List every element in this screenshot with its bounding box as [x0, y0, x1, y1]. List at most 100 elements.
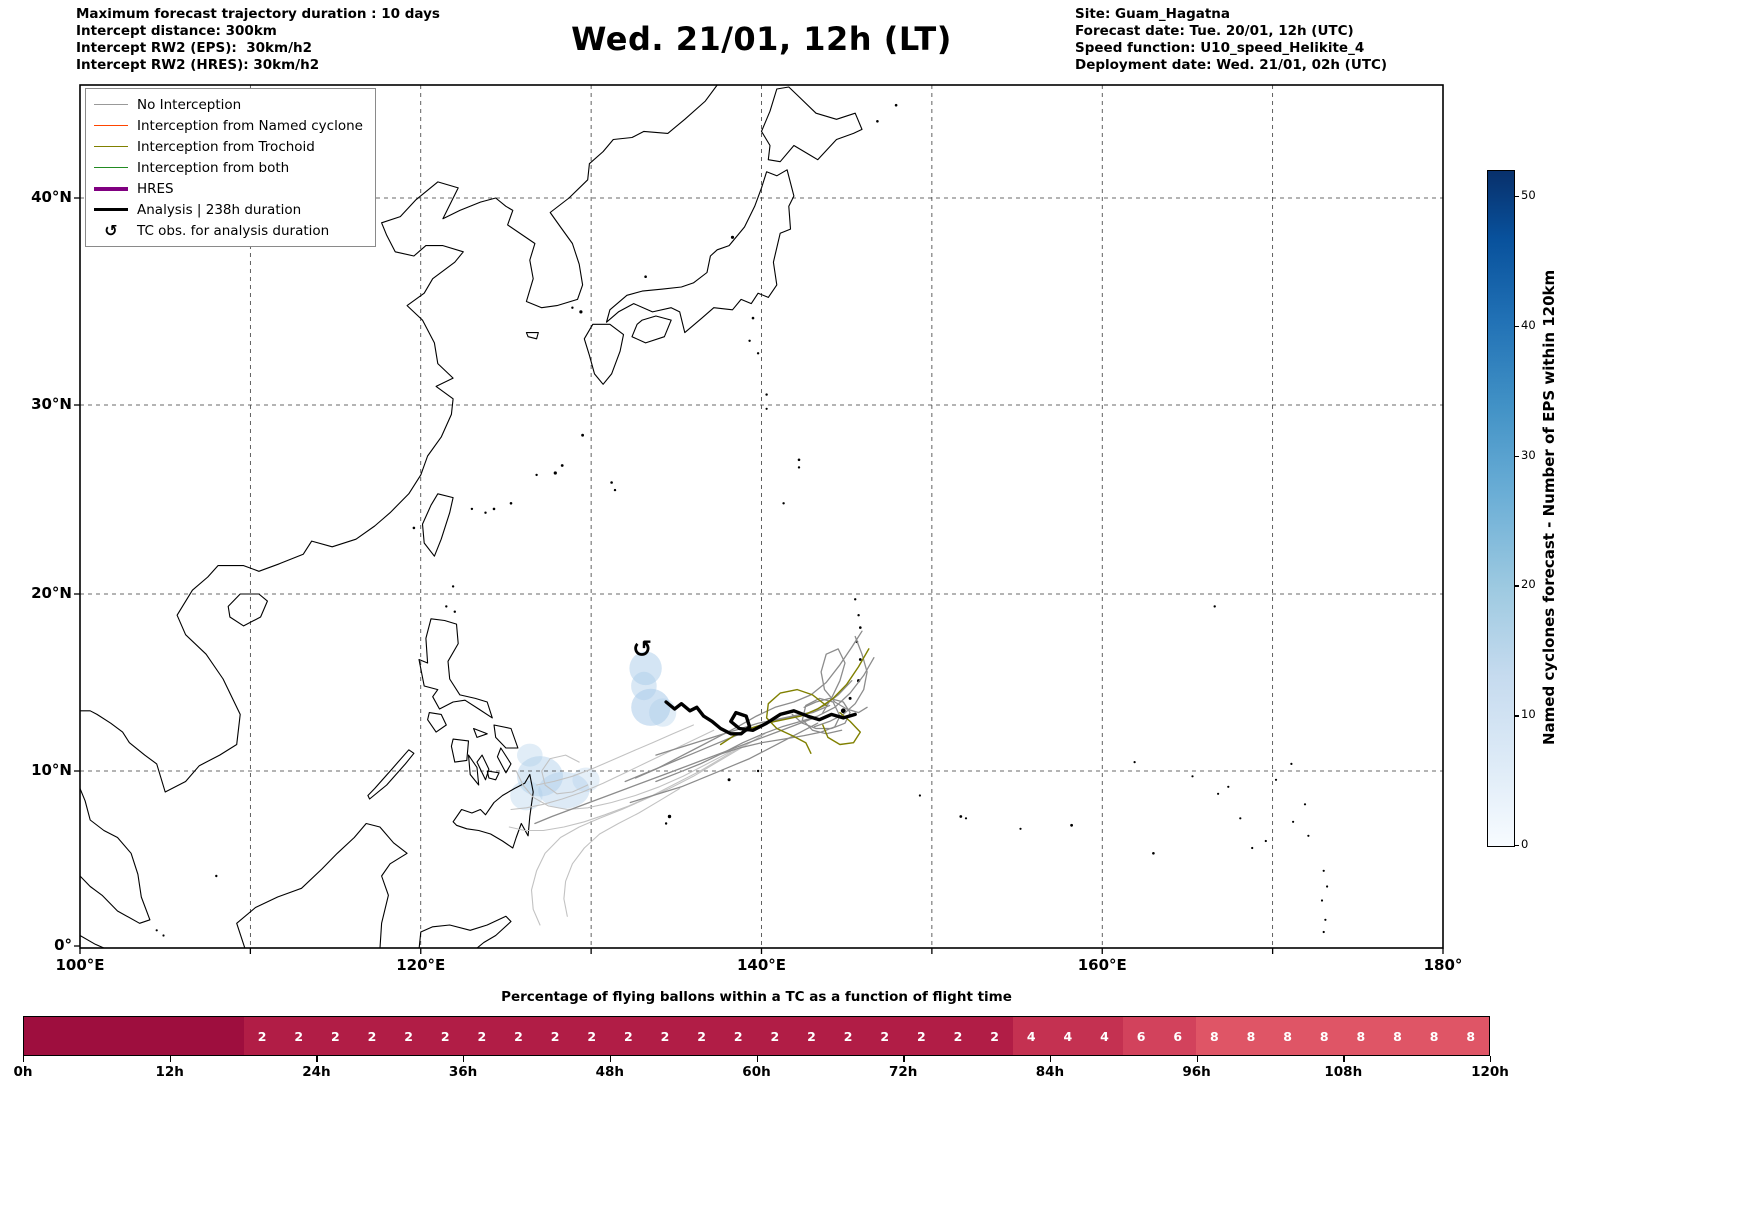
trajectory-analysis [664, 700, 857, 736]
bar-tick-mark [316, 1056, 318, 1062]
colorbar-tick-label: 30 [1521, 447, 1536, 462]
coastline [605, 169, 795, 334]
flight-time-segment: 2 [463, 1017, 501, 1055]
legend-item: HRES [94, 178, 363, 199]
flight-time-segment: 2 [793, 1017, 830, 1055]
flight-time-segment: 2 [536, 1017, 574, 1055]
coastline [583, 323, 625, 385]
trajectory-no-interception [530, 733, 766, 926]
trajectory-no-interception [624, 704, 831, 783]
island-dot [840, 708, 846, 714]
trajectory-no-interception [534, 717, 815, 825]
header-info-line: Speed function: U10_speed_Helikite_4 [1075, 40, 1365, 56]
island-dot [1326, 885, 1329, 888]
tc-probability-shading [510, 780, 543, 811]
flight-time-segment: 2 [390, 1017, 427, 1055]
flight-time-segment: 2 [903, 1017, 940, 1055]
island-dot [1292, 820, 1295, 823]
island-dot [470, 507, 474, 511]
island-dot [727, 778, 731, 782]
bar-tick-label: 0h [13, 1064, 33, 1080]
flight-time-segment: 2 [280, 1017, 317, 1055]
header-left-info: Maximum forecast trajectory duration : 1… [76, 6, 440, 74]
bar-tick-mark [1196, 1056, 1198, 1062]
legend-item: Interception from Trochoid [94, 136, 363, 157]
island-dot [1019, 827, 1022, 830]
legend-line [94, 208, 128, 211]
flight-time-segment: 8 [1452, 1017, 1489, 1055]
tc-probability-shading [538, 771, 590, 809]
island-dot [571, 306, 574, 309]
coastline [418, 915, 512, 948]
island-dot [445, 605, 448, 608]
trajectory-no-interception [563, 787, 681, 917]
flight-time-segment: 2 [829, 1017, 867, 1055]
bar-tick-label: 96h [1182, 1064, 1211, 1080]
island-dot [1307, 834, 1310, 837]
legend-line [94, 146, 128, 147]
coastline [467, 754, 480, 786]
legend-item-label: Analysis | 238h duration [137, 201, 302, 218]
island-dot [1322, 930, 1325, 934]
trajectory-no-interception [515, 750, 732, 811]
tc-probability-shading [629, 651, 662, 686]
island-dot [509, 502, 513, 505]
legend-item-label: Interception from both [137, 159, 290, 176]
flight-time-segment: 2 [939, 1017, 977, 1055]
island-dot [581, 433, 584, 437]
legend-line [94, 104, 128, 105]
trajectory-no-interception [508, 742, 749, 832]
x-axis-tick-label: 160°E [1077, 956, 1127, 974]
flight-time-segment [60, 1017, 98, 1055]
coastline [496, 747, 512, 774]
island-dot [876, 120, 879, 123]
island-dot [1274, 778, 1278, 781]
bar-tick-mark [609, 1056, 612, 1062]
island-dot [215, 874, 218, 878]
bar-tick-mark [1490, 1056, 1492, 1062]
island-dot [1133, 761, 1136, 764]
coastline [760, 86, 863, 163]
colorbar-tick-mark [1514, 325, 1519, 328]
colorbar-tick-mark [1514, 715, 1519, 717]
legend-item: Interception from both [94, 157, 363, 178]
island-dot [730, 235, 735, 239]
coastline [631, 315, 672, 344]
coastline [452, 773, 534, 849]
island-dot [155, 929, 158, 932]
coastline [236, 822, 408, 948]
map-content: ↺ [80, 85, 1443, 948]
colorbar-tick-label: 0 [1521, 837, 1529, 851]
tc-probability-shading [649, 698, 677, 727]
colorbar-tick-label: 10 [1521, 707, 1536, 722]
flight-time-segment: 2 [756, 1017, 794, 1055]
island-dot [1191, 775, 1194, 778]
island-dot [1251, 846, 1254, 850]
colorbar-tick-label: 40 [1521, 317, 1536, 332]
island-dot [412, 526, 416, 530]
legend-item: No Interception [94, 94, 363, 115]
tc-probability-shading [517, 743, 543, 767]
island-dot [1239, 817, 1242, 820]
bar-tick-label: 60h [742, 1064, 771, 1080]
coastline [450, 738, 470, 763]
legend-item: ↺ TC obs. for analysis duration [94, 220, 363, 241]
coastline [486, 770, 500, 781]
trajectory-no-interception [813, 635, 868, 728]
flight-time-segment: 8 [1342, 1017, 1380, 1055]
trajectory-no-interception [536, 724, 694, 786]
header-info-line: Intercept RW2 (EPS): 30km/h2 [76, 40, 312, 56]
legend-item-label: Interception from Named cyclone [137, 117, 363, 134]
island-dot [1303, 803, 1307, 806]
bar-tick-label: 36h [448, 1064, 478, 1080]
flight-time-segment: 2 [646, 1017, 684, 1055]
flight-time-segment: 8 [1305, 1017, 1343, 1055]
legend-line-sample [94, 167, 128, 168]
bar-tick-label: 108h [1324, 1064, 1363, 1080]
header-info-line: Intercept distance: 300km [76, 23, 277, 39]
trajectory-no-interception [655, 680, 853, 756]
legend-item-label: TC obs. for analysis duration [137, 222, 330, 239]
island-dot [1324, 918, 1327, 921]
